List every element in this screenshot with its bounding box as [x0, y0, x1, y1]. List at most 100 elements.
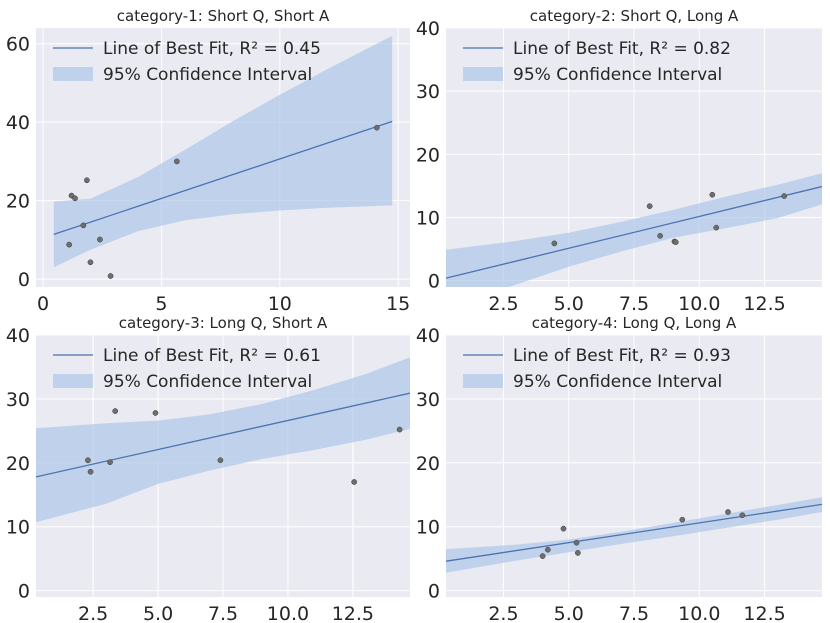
confidence-band [446, 497, 822, 573]
scatter-point [713, 224, 720, 231]
legend-line-label: Line of Best Fit, R² = 0.93 [513, 346, 731, 366]
x-tick-label: 7.5 [208, 603, 238, 623]
legend: Line of Best Fit, R² = 0.82 95% Confidenc… [463, 39, 731, 85]
x-tick-label: 10.0 [267, 603, 309, 623]
y-tick-label: 10 [416, 517, 440, 539]
y-tick-label: 40 [416, 325, 440, 347]
y-tick-label: 0 [18, 269, 30, 291]
y-tick-label: 10 [6, 517, 30, 539]
scatter-point [85, 457, 91, 464]
y-tick-label: 0 [18, 581, 30, 603]
scatter-point [781, 193, 787, 199]
x-tick-label: 7.5 [619, 603, 649, 623]
legend-line-label: Line of Best Fit, R² = 0.45 [103, 39, 321, 59]
scatter-point [66, 241, 72, 248]
y-tick-label: 40 [416, 18, 440, 40]
plot-content [446, 173, 822, 287]
x-tick-label: 5.0 [554, 603, 584, 623]
scatter-point [87, 468, 94, 475]
x-tick-label: 7.5 [619, 293, 649, 315]
y-tick-label: 20 [6, 191, 30, 213]
scatter-point [152, 410, 159, 416]
y-tick-label: 30 [416, 389, 440, 411]
scatter-point [573, 539, 580, 546]
y-tick-label: 40 [6, 112, 30, 134]
legend-band-label: 95% Confidence Interval [513, 65, 722, 85]
scatter-point [725, 509, 731, 515]
y-tick-label: 30 [6, 389, 30, 411]
x-tick-label: 2.5 [488, 293, 518, 315]
chart-title: category-4: Long Q, Long A [532, 314, 737, 332]
legend-band-swatch [463, 67, 503, 81]
scatter-point [646, 203, 653, 209]
scatter-point [97, 236, 103, 243]
y-tick-label: 60 [6, 34, 30, 56]
y-tick-label: 10 [416, 208, 440, 230]
legend-line-label: Line of Best Fit, R² = 0.82 [513, 39, 731, 59]
scatter-point [657, 232, 663, 239]
scatter-point [80, 222, 87, 229]
legend-band-swatch [53, 67, 93, 81]
x-tick-label: 10.0 [678, 293, 720, 315]
y-tick-label: 30 [416, 81, 440, 103]
legend-band-swatch [53, 374, 93, 388]
plot-content [446, 497, 822, 573]
legend-band-label: 95% Confidence Interval [103, 372, 312, 392]
x-tick-label: 10 [268, 293, 292, 315]
legend-band-label: 95% Confidence Interval [513, 372, 722, 392]
x-tick-label: 15 [386, 293, 410, 315]
legend: Line of Best Fit, R² = 0.45 95% Confidenc… [53, 39, 321, 85]
best-fit-line [446, 503, 822, 562]
x-tick-label: 2.5 [78, 603, 108, 623]
scatter-point [679, 516, 686, 523]
legend: Line of Best Fit, R² = 0.93 95% Confidenc… [463, 346, 731, 392]
legend: Line of Best Fit, R² = 0.61 95% Confidenc… [53, 346, 321, 392]
chart-panel-1: 0 5 10 15 0 20 40 60 category-1: Short Q, Short … [6, 7, 410, 315]
best-fit-line [36, 392, 410, 478]
best-fit-line [446, 185, 822, 279]
scatter-point [217, 457, 224, 464]
y-tick-label: 0 [428, 581, 440, 603]
chart-panel-4: 2.5 5.0 7.5 10.0 12.5 0 10 20 30 40 category-4: Lo… [416, 314, 822, 623]
chart-title: category-3: Long Q, Short A [119, 314, 328, 332]
y-tick-label: 20 [416, 144, 440, 166]
plot-content [53, 35, 393, 279]
y-tick-label: 40 [6, 325, 30, 347]
y-tick-label: 20 [6, 453, 30, 475]
legend-band-swatch [463, 374, 503, 388]
scatter-point [112, 408, 119, 414]
scatter-point [709, 191, 716, 198]
scatter-point [351, 479, 358, 485]
x-tick-label: 5.0 [554, 293, 584, 315]
scatter-point [551, 240, 558, 247]
x-tick-label: 0 [37, 293, 49, 315]
scatter-point [544, 546, 551, 553]
confidence-band [53, 35, 393, 268]
x-tick-label: 12.5 [332, 603, 374, 623]
chart-title: category-1: Short Q, Short A [117, 7, 330, 25]
scatter-point [173, 158, 180, 165]
legend-line-label: Line of Best Fit, R² = 0.61 [103, 346, 321, 366]
chart-title: category-2: Short Q, Long A [530, 7, 739, 25]
y-tick-label: 0 [428, 271, 440, 293]
scatter-point [374, 124, 380, 131]
x-tick-label: 2.5 [488, 603, 518, 623]
scatter-point [87, 259, 94, 266]
x-tick-label: 5 [155, 293, 167, 315]
x-tick-label: 5.0 [143, 603, 173, 623]
chart-panel-3: 2.5 5.0 7.5 10.0 12.5 0 10 20 30 40 category-3: Lo… [6, 314, 410, 623]
scatter-point [575, 550, 581, 556]
scatter-point [84, 177, 90, 184]
confidence-band [36, 357, 410, 523]
scatter-point [107, 459, 113, 466]
scatter-point [396, 426, 403, 433]
x-tick-label: 10.0 [678, 603, 720, 623]
scatter-point [72, 195, 78, 202]
scatter-point [560, 525, 567, 532]
scatter-point [739, 512, 746, 519]
scatter-point [672, 239, 679, 245]
legend-band-label: 95% Confidence Interval [103, 65, 312, 85]
confidence-band [446, 173, 822, 287]
plot-content [36, 357, 410, 523]
